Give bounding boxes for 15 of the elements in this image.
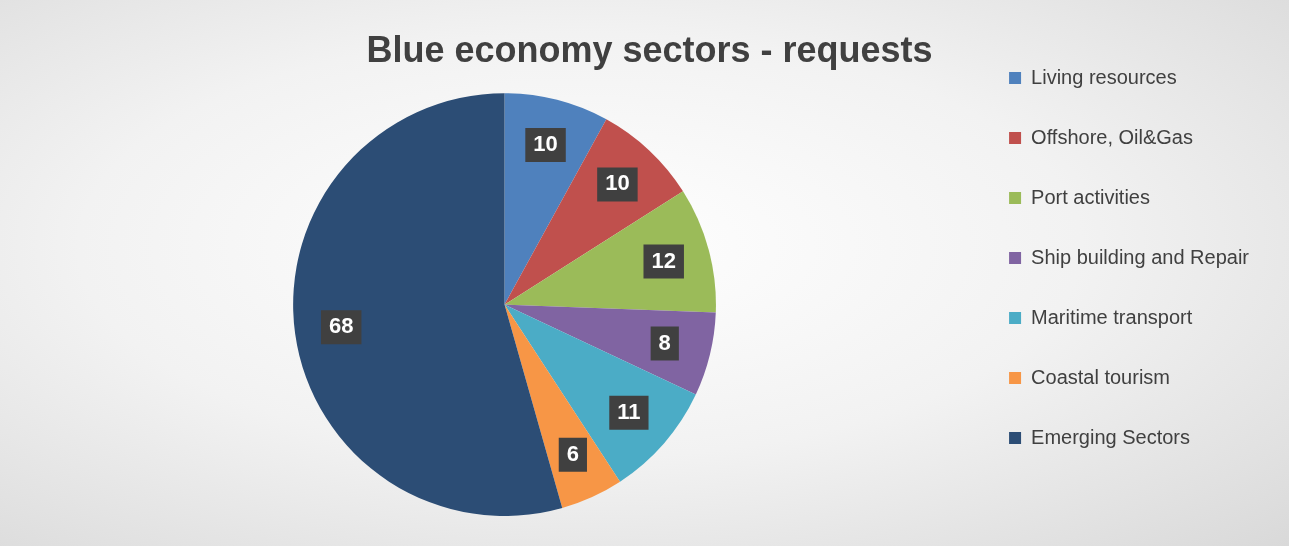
data-label: 12 — [651, 247, 676, 273]
data-label: 6 — [566, 440, 579, 466]
legend-label: Offshore, Oil&Gas — [1031, 125, 1193, 148]
data-label: 68 — [328, 313, 354, 339]
data-label: 10 — [605, 170, 630, 196]
legend-label: Ship building and Repair — [1031, 245, 1250, 268]
legend-label: Coastal tourism — [1031, 365, 1171, 388]
data-label: 11 — [617, 398, 641, 424]
legend-label: Port activities — [1031, 185, 1151, 208]
legend-label: Maritime transport — [1031, 305, 1193, 328]
legend-label: Living resources — [1031, 65, 1177, 88]
legend-label: Emerging Sectors — [1031, 425, 1191, 448]
data-label: 8 — [658, 329, 671, 355]
data-label: 10 — [533, 130, 558, 156]
chart-title: Blue economy sectors - requests — [366, 28, 933, 70]
